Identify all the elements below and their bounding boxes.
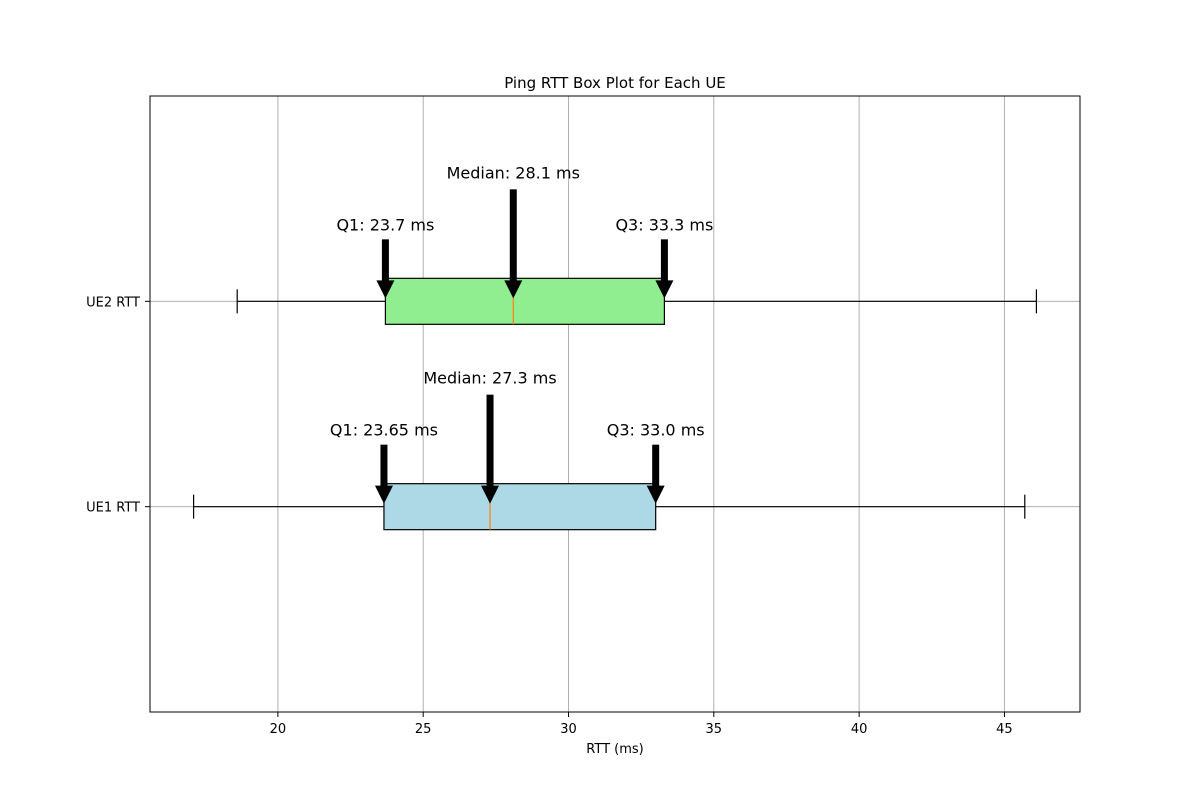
y-tick-label: UE2 RTT [86, 295, 140, 310]
chart-title: Ping RTT Box Plot for Each UE [504, 74, 726, 92]
median-arrow-shaft [486, 394, 494, 487]
y-tick-label: UE1 RTT [86, 501, 140, 516]
q1-arrow [376, 239, 395, 299]
median-arrow-shaft [509, 189, 517, 282]
tick-layer: 20 25 30 35 40 45 UE1 RTT UE2 RTT [86, 295, 1013, 737]
box-layer [192, 277, 1038, 531]
q1-arrow-shaft [381, 239, 389, 282]
q3-arrow-shaft [652, 444, 660, 487]
q1-arrow [374, 444, 393, 504]
q3-arrow [655, 239, 674, 299]
x-tick-label: 45 [996, 722, 1013, 737]
median-arrow [504, 189, 523, 299]
annotation-layer: Q1: 23.65 ms Median: 27.3 ms Q3: 33.0 ms Q1… [330, 163, 713, 504]
plot-frame [149, 95, 1081, 713]
q3-arrow-head [655, 280, 674, 299]
q1-arrow-head [374, 485, 393, 504]
q1-arrow-head [376, 280, 395, 299]
box-iqr [383, 483, 657, 531]
q1-annotation: Q1: 23.65 ms [330, 421, 438, 440]
q3-annotation: Q3: 33.0 ms [607, 421, 705, 440]
q3-annotation: Q3: 33.3 ms [615, 215, 713, 234]
median-annotation: Median: 28.1 ms [447, 163, 580, 182]
median-arrow-head [481, 485, 500, 504]
median-annotation: Median: 27.3 ms [423, 369, 556, 388]
x-tick-label: 40 [851, 722, 868, 737]
x-tick-label: 20 [270, 722, 287, 737]
x-tick-label: 30 [560, 722, 577, 737]
x-tick-label: 35 [706, 722, 723, 737]
q3-arrow [646, 444, 665, 504]
q3-arrow-head [646, 485, 665, 504]
q1-annotation: Q1: 23.7 ms [336, 215, 434, 234]
median-arrow-head [504, 280, 523, 299]
median-arrow [481, 394, 500, 504]
grid-lines [150, 96, 1080, 712]
x-axis-label: RTT (ms) [586, 742, 643, 757]
box-iqr [384, 277, 666, 325]
q3-arrow-shaft [660, 239, 668, 282]
x-tick-label: 25 [415, 722, 432, 737]
q1-arrow-shaft [380, 444, 388, 487]
